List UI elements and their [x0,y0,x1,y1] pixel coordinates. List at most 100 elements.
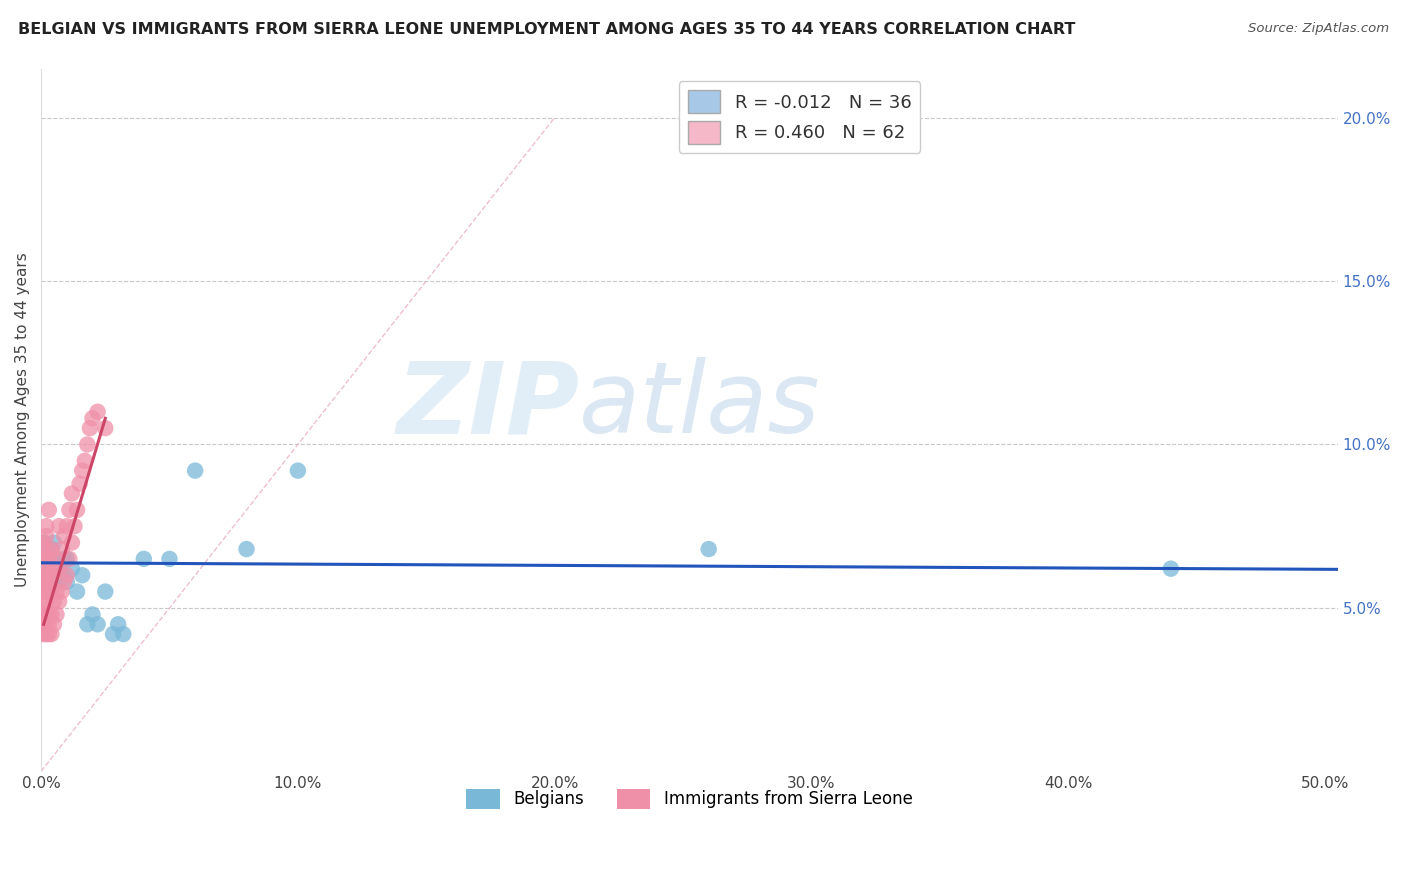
Point [32,568,55,582]
Point [35,568,58,582]
Point [42,535,65,549]
Point [45,584,67,599]
Point [45,607,67,622]
Point [48,562,70,576]
Point [48,562,70,576]
Point [38,607,60,622]
Point [56,568,79,582]
Point [697,542,720,557]
Point [35,617,58,632]
Point [35,542,58,557]
Point [53,529,76,543]
Point [76,437,98,451]
Legend: Belgians, Immigrants from Sierra Leone: Belgians, Immigrants from Sierra Leone [460,782,920,816]
Point [60,562,83,576]
Point [45,552,67,566]
Point [63,519,86,533]
Point [32,562,55,576]
Point [41,542,63,557]
Point [58,503,80,517]
Text: Source: ZipAtlas.com: Source: ZipAtlas.com [1249,22,1389,36]
Point [41,574,63,589]
Point [132,552,155,566]
Point [51,584,73,599]
Point [38,552,60,566]
Point [112,627,135,641]
Point [32,594,55,608]
Point [184,464,207,478]
Text: BELGIAN VS IMMIGRANTS FROM SIERRA LEONE UNEMPLOYMENT AMONG AGES 35 TO 44 YEARS C: BELGIAN VS IMMIGRANTS FROM SIERRA LEONE … [18,22,1076,37]
Point [53,574,76,589]
Point [35,584,58,599]
Point [41,542,63,557]
Point [79,421,101,435]
Point [101,627,124,641]
Point [35,552,58,566]
Point [94,584,117,599]
Point [35,529,58,543]
Y-axis label: Unemployment Among Ages 35 to 44 years: Unemployment Among Ages 35 to 44 years [15,252,30,587]
Point [38,617,60,632]
Point [32,568,55,582]
Point [235,542,257,557]
Point [76,617,98,632]
Point [51,568,73,582]
Point [38,574,60,589]
Point [32,552,55,566]
Point [56,552,79,566]
Point [51,542,73,557]
Point [42,594,65,608]
Point [107,617,129,632]
Point [41,607,63,622]
Point [60,535,83,549]
Point [58,552,80,566]
Point [41,584,63,599]
Point [94,421,117,435]
Point [32,535,55,549]
Point [82,411,104,425]
Point [48,594,70,608]
Point [35,594,58,608]
Point [56,574,79,589]
Point [70,568,93,582]
Point [38,552,60,566]
Point [82,607,104,622]
Point [60,486,83,500]
Point [35,574,58,589]
Point [42,552,65,566]
Point [32,627,55,641]
Point [42,562,65,576]
Point [45,552,67,566]
Point [48,519,70,533]
Point [32,617,55,632]
Point [35,627,58,641]
Point [38,503,60,517]
Point [32,552,55,566]
Text: atlas: atlas [579,358,821,454]
Point [66,584,89,599]
Point [69,476,91,491]
Point [66,503,89,517]
Point [287,464,309,478]
Point [35,568,58,582]
Point [35,607,58,622]
Point [42,617,65,632]
Point [35,552,58,566]
Point [86,617,108,632]
Point [42,568,65,582]
Point [32,574,55,589]
Point [41,568,63,582]
Point [38,627,60,641]
Point [38,574,60,589]
Point [35,519,58,533]
Point [73,454,96,468]
Text: ZIP: ZIP [396,358,579,454]
Point [159,552,181,566]
Point [32,535,55,549]
Point [56,519,79,533]
Point [70,464,93,478]
Point [45,574,67,589]
Point [32,607,55,622]
Point [1160,562,1182,576]
Point [38,584,60,599]
